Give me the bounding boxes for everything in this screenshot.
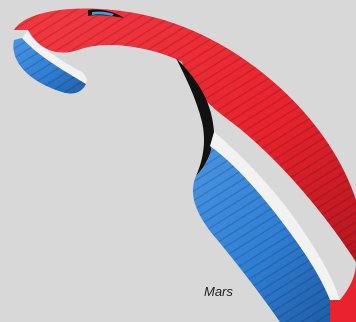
center-dark-accent [176,58,214,176]
left-tip-stripe [22,30,87,84]
right-tip [330,262,356,322]
product-name: Mars [204,284,233,299]
right-stripe [210,132,340,300]
